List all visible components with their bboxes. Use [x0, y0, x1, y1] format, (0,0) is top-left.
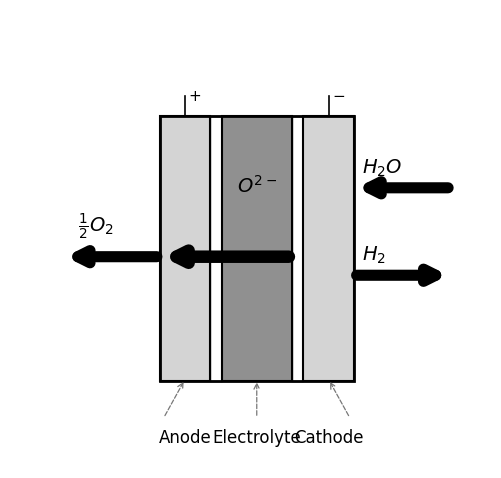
Text: Electrolyte: Electrolyte — [212, 429, 301, 447]
Bar — [303, 116, 354, 381]
Bar — [210, 116, 222, 381]
Text: $H_2$: $H_2$ — [362, 245, 385, 266]
Bar — [160, 116, 210, 381]
Text: +: + — [189, 88, 201, 104]
Text: $O^{2-}$: $O^{2-}$ — [237, 175, 277, 197]
Text: −: − — [333, 88, 345, 104]
Text: Cathode: Cathode — [294, 429, 363, 447]
Bar — [160, 116, 354, 381]
Text: $H_2O$: $H_2O$ — [362, 157, 402, 179]
Text: $\frac{1}{2}O_2$: $\frac{1}{2}O_2$ — [78, 212, 114, 242]
Text: Anode: Anode — [158, 429, 211, 447]
Bar — [292, 116, 304, 381]
Bar — [222, 116, 292, 381]
